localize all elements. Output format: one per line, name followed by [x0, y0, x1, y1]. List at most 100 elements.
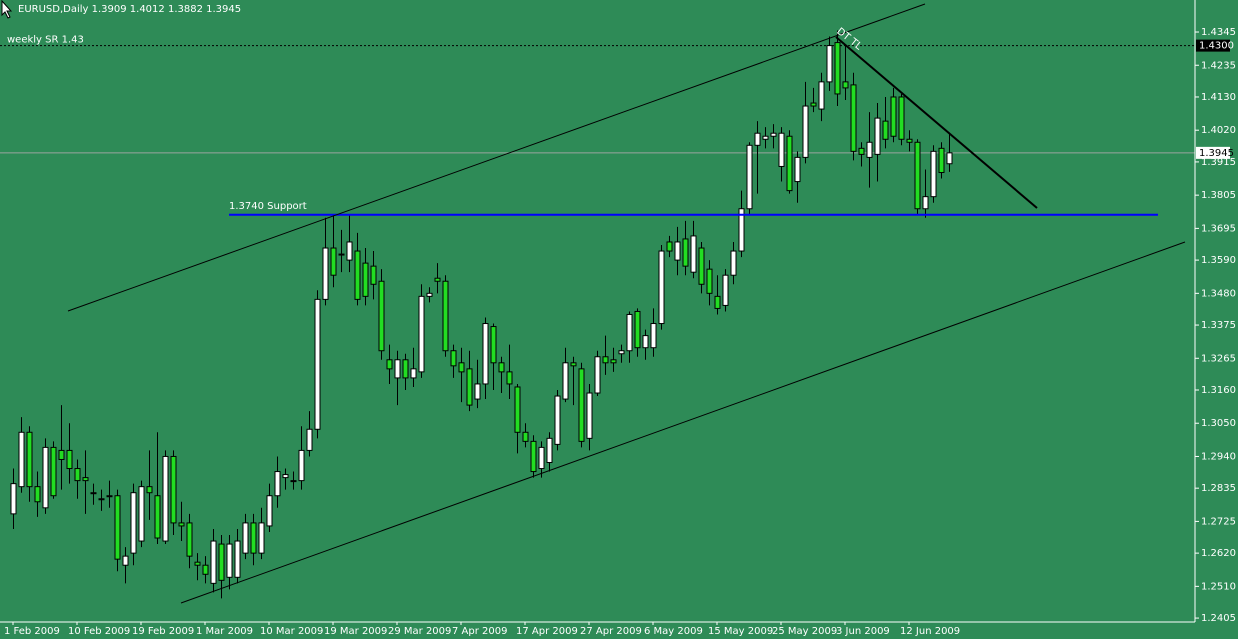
x-tick-label: 10 Feb 2009 [68, 626, 130, 637]
sr-level-box [1196, 39, 1230, 52]
candle-body [762, 135, 769, 140]
candle-body [82, 477, 89, 482]
y-tick-label: 1.3160 [1201, 385, 1236, 396]
candle-body [506, 371, 513, 385]
sr-level-price: 1.4300 [1199, 41, 1234, 52]
candle-body [282, 474, 289, 479]
candle-body [314, 298, 321, 430]
y-tick-label: 1.2835 [1201, 483, 1236, 494]
y-tick-label: 1.3050 [1201, 418, 1236, 429]
y-tick-label: 1.4235 [1201, 60, 1236, 71]
candle-body [290, 480, 297, 483]
x-tick-label: 10 Mar 2009 [260, 626, 323, 637]
y-tick-label: 1.3915 [1201, 157, 1236, 168]
candle-body [442, 280, 449, 352]
candle-body [818, 81, 825, 110]
y-tick-label: 1.4130 [1201, 92, 1236, 103]
y-tick-label: 1.3265 [1201, 353, 1236, 364]
channel-lower-line [180, 241, 1186, 604]
candle-body [802, 105, 809, 158]
candle-body [458, 362, 465, 373]
candle-body [834, 42, 841, 95]
x-tick-label: 27 Apr 2009 [580, 626, 642, 637]
candle-body [466, 368, 473, 406]
candle-body [778, 132, 785, 167]
sr-level-label: weekly SR 1.43 [7, 35, 84, 46]
candle-body [370, 265, 377, 285]
candle-body [58, 449, 65, 460]
candle-body [722, 274, 729, 306]
candle-body [658, 250, 665, 325]
candle-body [202, 564, 209, 575]
candle-body [738, 208, 745, 252]
candle-body [634, 310, 641, 349]
candle-body [714, 295, 721, 309]
candle-body [74, 468, 81, 482]
candle-body [226, 543, 233, 578]
y-tick-label: 1.3375 [1201, 320, 1236, 331]
candle-body [386, 359, 393, 370]
x-tick-label: 3 Jun 2009 [836, 626, 890, 637]
x-tick-label: 17 Apr 2009 [516, 626, 578, 637]
candle-body [730, 250, 737, 276]
candle-body [138, 486, 145, 542]
candle-body [594, 356, 601, 394]
candle-body [698, 247, 705, 285]
y-tick-label: 1.2725 [1201, 516, 1236, 527]
candle-body [66, 449, 73, 470]
candle-body [938, 147, 945, 173]
candle-body [434, 277, 441, 282]
candle-body [426, 292, 433, 297]
candle-body [418, 295, 425, 373]
candle-body [122, 555, 129, 566]
candle-body [90, 492, 97, 495]
candle-body [322, 247, 329, 300]
candle-body [570, 362, 577, 367]
candle-body [690, 235, 697, 273]
candle-body [578, 368, 585, 442]
candle-body [842, 81, 849, 89]
candle-body [186, 522, 193, 557]
y-tick-label: 1.3480 [1201, 288, 1236, 299]
candle-body [946, 152, 953, 165]
y-tick-label: 1.2510 [1201, 581, 1236, 592]
x-tick-label: 19 Feb 2009 [132, 626, 194, 637]
candle-body [642, 335, 649, 349]
x-tick-label: 7 Apr 2009 [452, 626, 507, 637]
x-tick-label: 12 Jun 2009 [900, 626, 960, 637]
candle-body [274, 471, 281, 497]
candle-body [562, 362, 569, 400]
candle-body [770, 132, 777, 137]
x-tick-label: 25 May 2009 [772, 626, 837, 637]
x-tick-label: 1 Feb 2009 [4, 626, 60, 637]
candle-body [746, 144, 753, 210]
candle-body [114, 495, 121, 560]
candle-body [626, 313, 633, 352]
candle-body [450, 350, 457, 367]
trend-line [835, 36, 1038, 209]
candle-body [266, 495, 273, 527]
candle-body [130, 492, 137, 554]
last-price-box [1196, 146, 1230, 159]
candle-body [34, 486, 41, 503]
candle-body [754, 132, 761, 146]
candle-body [618, 350, 625, 355]
candle-body [178, 522, 185, 527]
candle-body [250, 522, 257, 554]
candle-body [338, 253, 345, 256]
candle-body [50, 446, 57, 497]
candle-body [826, 45, 833, 83]
candle-body [586, 392, 593, 439]
candle-body [298, 449, 305, 482]
candle-body [498, 362, 505, 373]
candle-body [546, 437, 553, 463]
candle-body [514, 386, 521, 433]
candle-body [234, 540, 241, 578]
candle-body [522, 431, 529, 442]
y-tick-label: 1.3695 [1201, 223, 1236, 234]
y-tick-label: 1.3590 [1201, 255, 1236, 266]
x-tick-label: 6 May 2009 [644, 626, 703, 637]
candle-body [346, 241, 353, 261]
candle-body [810, 102, 817, 107]
